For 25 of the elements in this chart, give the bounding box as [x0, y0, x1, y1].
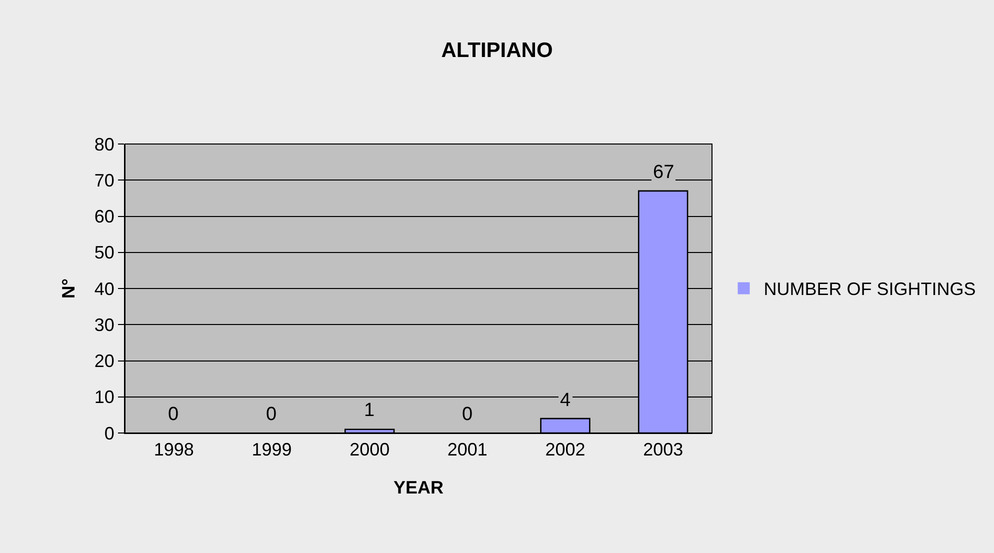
x-tick-label: 2003: [643, 440, 684, 460]
y-tick-label: 20: [94, 351, 114, 372]
x-tick-label: 2002: [545, 440, 586, 460]
y-tick-label: 30: [94, 314, 114, 335]
x-tick-label: 2000: [350, 440, 390, 460]
y-tick-label: 10: [94, 387, 114, 408]
y-tick-label: 60: [94, 206, 114, 227]
data-label: 4: [560, 390, 571, 411]
data-label: 1: [364, 400, 375, 421]
x-tick-label: 1998: [154, 440, 194, 460]
x-tick-label: 1999: [252, 440, 292, 460]
y-tick-label: 80: [94, 134, 114, 154]
y-tick-label: 0: [104, 423, 114, 444]
chart-title: ALTIPIANO: [441, 39, 553, 62]
y-tick-label: 40: [94, 278, 114, 299]
x-tick-label: 2001: [447, 440, 488, 460]
y-tick-label: 70: [94, 170, 114, 190]
legend-label: NUMBER OF SIGHTINGS: [764, 279, 976, 300]
x-axis-title: YEAR: [393, 478, 444, 498]
y-tick-label: 50: [94, 242, 114, 263]
data-label: 0: [462, 404, 473, 425]
data-label: 0: [266, 404, 277, 425]
data-label: 67: [653, 162, 674, 183]
data-label: 0: [168, 404, 179, 425]
y-axis-title: N°: [58, 278, 79, 299]
